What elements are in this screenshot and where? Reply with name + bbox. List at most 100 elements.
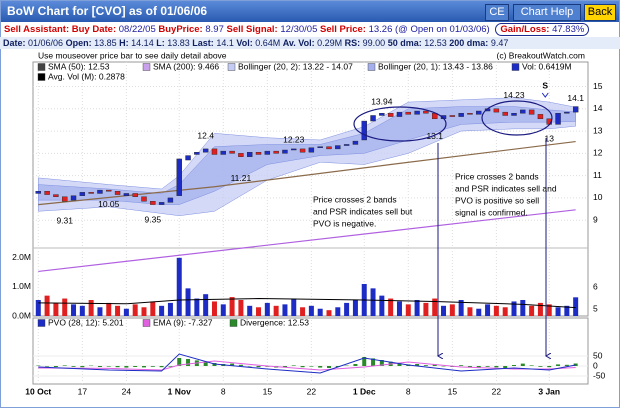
candle: [123, 193, 130, 196]
volume-bar: [502, 307, 508, 316]
volume-bar: [476, 308, 482, 316]
y-tick-label: 11: [593, 170, 602, 180]
y-tick-label: 5: [593, 304, 598, 314]
divergence-bar: [538, 366, 543, 367]
annotation: PVO is positive so sell: [455, 195, 539, 205]
candle: [106, 189, 112, 192]
y-tick-label: 13: [593, 125, 603, 135]
legend-label: SMA (50): 12.53: [48, 61, 110, 71]
candle: [370, 115, 376, 122]
volume-bar: [62, 298, 68, 316]
back-button[interactable]: Back: [584, 4, 616, 21]
divergence-bar: [318, 366, 323, 368]
price-label: 14.1: [567, 93, 584, 103]
divergence-bar: [432, 364, 437, 366]
annotation: Price crosses 2 bands: [455, 171, 539, 181]
legend-label: Divergence: 12.53: [240, 317, 309, 327]
divergence-bar: [547, 366, 552, 368]
gain-loss: Gain/Loss: 47.83%: [495, 23, 590, 36]
quote-bar: Date: 01/06/06 Open: 13.85 H: 14.14 L: 1…: [0, 37, 620, 49]
quote-value: 9.47: [490, 38, 509, 48]
divergence-bar: [80, 366, 85, 368]
divergence-bar: [397, 363, 402, 366]
chart-help-button[interactable]: Chart Help: [513, 4, 581, 21]
divergence-bar: [353, 364, 358, 366]
volume-bar: [458, 300, 464, 316]
divergence-bar: [106, 366, 111, 367]
ce-button[interactable]: CE: [485, 4, 509, 21]
volume-bar: [326, 310, 332, 316]
volume-bar: [546, 304, 552, 316]
volume-bar: [573, 297, 579, 316]
candle: [88, 192, 94, 194]
divergence-bar: [459, 365, 464, 366]
y-tick-label: 10: [593, 192, 603, 202]
candle: [185, 155, 191, 161]
divergence-bar: [142, 366, 146, 368]
price-label: 14.23: [503, 90, 525, 100]
candle: [352, 140, 359, 145]
volume-bar: [53, 302, 59, 316]
candle: [255, 152, 262, 155]
pvo-tick-label: -50: [593, 370, 606, 380]
title: BoW Chart for [CVO] as of 01/06/06: [7, 4, 208, 18]
volume-bar: [256, 307, 262, 316]
divergence-bar: [282, 366, 287, 367]
field-value: 13.26: [368, 24, 393, 35]
candle: [308, 147, 315, 153]
volume-bar: [203, 294, 209, 316]
volume-bar: [291, 298, 297, 316]
candle: [335, 145, 341, 150]
volume-bar: [35, 300, 41, 316]
sell-assistant: Sell Assistant: Buy Date: 08/22/05 BuyPr…: [4, 23, 590, 36]
divergence-bar: [520, 363, 525, 366]
candle: [326, 146, 332, 150]
candle: [211, 148, 218, 155]
divergence-bar: [168, 366, 173, 367]
annotation: PVO is negative.: [313, 218, 376, 228]
legend-swatch: [37, 63, 46, 71]
y-tick-label: 14: [593, 103, 603, 113]
candle: [458, 113, 464, 117]
highlight: [481, 100, 553, 136]
candle: [423, 110, 429, 114]
candle: [564, 111, 570, 114]
y-tick-label: 15: [593, 81, 603, 91]
volume-bar: [88, 300, 94, 316]
gain-loss-value: 47.83%: [552, 24, 585, 35]
legend-label: Bollinger (20, 2): 13.22 - 14.07: [238, 61, 353, 71]
legend-swatch: [37, 319, 46, 327]
quote-label: RS:: [344, 38, 361, 48]
candle: [511, 113, 517, 116]
field-value: 12/30/05: [280, 24, 318, 35]
candle: [158, 202, 165, 205]
divergence-bar: [62, 365, 67, 366]
volume-bar: [264, 302, 270, 316]
volume-bar: [370, 288, 376, 316]
sell-assistant-title: Sell Assistant:: [4, 24, 70, 35]
candle: [405, 111, 411, 115]
pvo-line: [38, 353, 576, 374]
candle: [176, 158, 182, 196]
volume-bar: [405, 304, 411, 316]
divergence-bar: [186, 359, 191, 366]
title-bar: BoW Chart for [CVO] as of 01/06/06 CE Ch…: [1, 1, 619, 22]
annotation: signal is confirmed.: [455, 207, 528, 217]
legend-swatch: [367, 63, 376, 71]
price-label: 13.1: [426, 131, 443, 141]
divergence-bar: [327, 366, 331, 368]
quote-label: H:: [119, 38, 129, 48]
volume-bar: [106, 302, 112, 316]
candle: [555, 113, 561, 125]
copyright: (c) BreakoutWatch.com: [497, 50, 586, 60]
divergence-bar: [415, 364, 420, 366]
candle: [150, 201, 156, 205]
price-label: 12.23: [283, 134, 305, 144]
candle: [317, 146, 323, 148]
divergence-bar: [309, 366, 314, 367]
volume-bar: [511, 301, 517, 316]
x-tick-label: 24: [122, 386, 132, 396]
volume-bar: [282, 304, 288, 316]
y-tick-label: 12: [593, 148, 603, 158]
volume-bar: [79, 305, 85, 316]
